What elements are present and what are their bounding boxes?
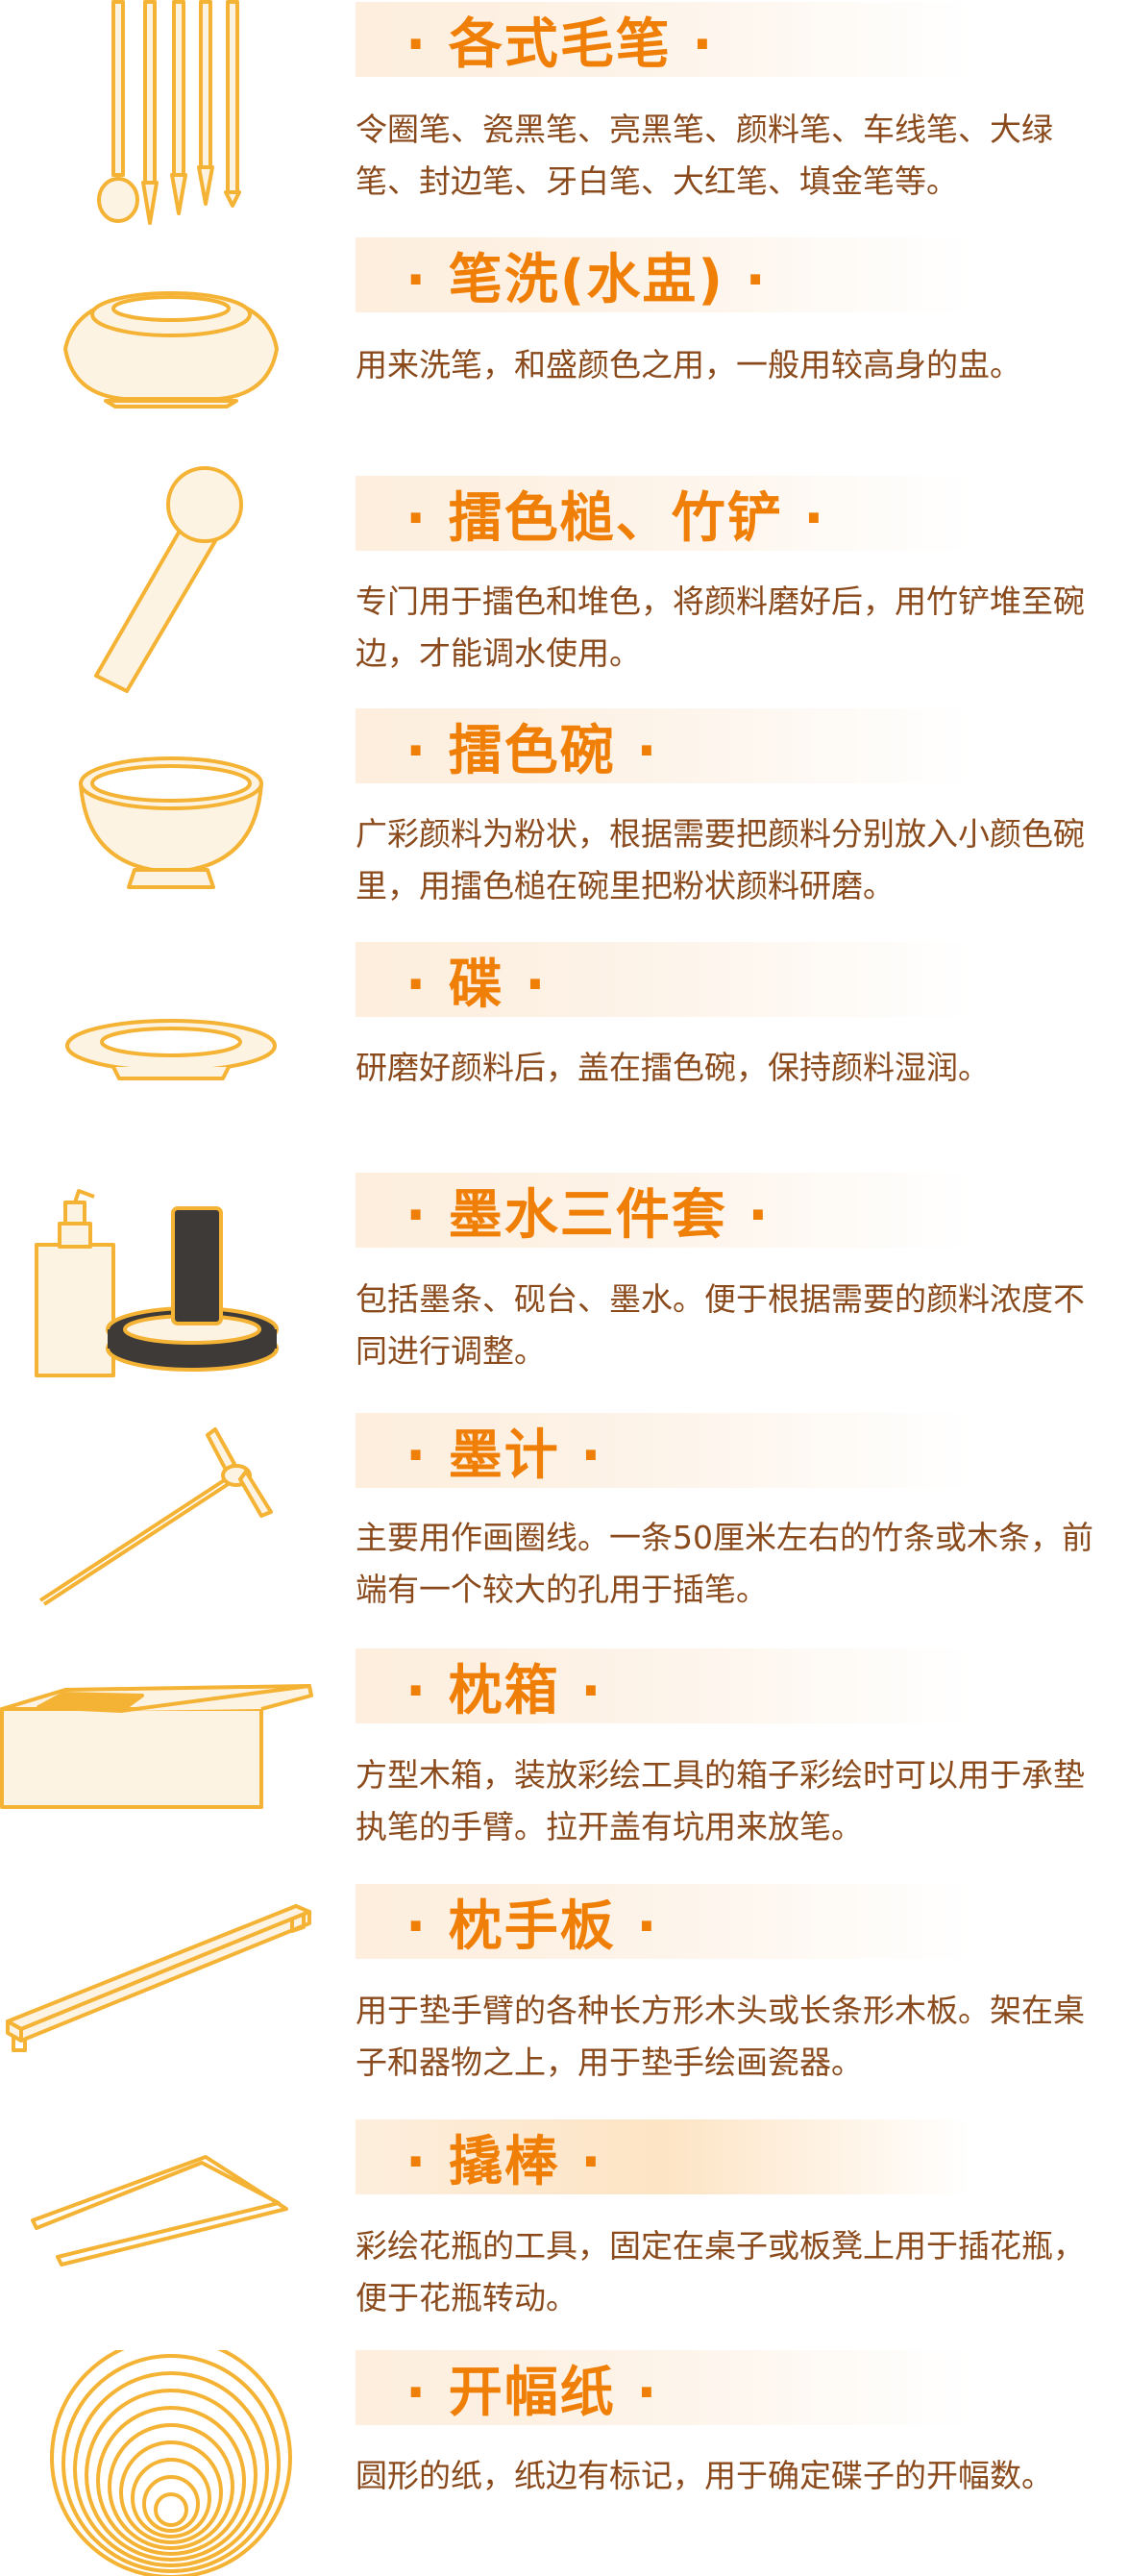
item-title: · 擂色槌、竹铲 · xyxy=(405,486,826,550)
item-description: 彩绘花瓶的工具，固定在桌子或板凳上用于插花瓶，便于花瓶转动。 xyxy=(356,2227,1085,2316)
tool-item-ink-set: · 墨水三件套 · 包括墨条、砚台、墨水。便于根据需要的颜料浓度不同进行调整。 xyxy=(0,1168,1129,1408)
item-title: · 墨水三件套 · xyxy=(405,1183,771,1247)
title-bar: · 墨水三件套 · xyxy=(356,1173,970,1248)
title-bar: · 擂色槌、竹铲 · xyxy=(356,476,970,551)
paper-circles-icon xyxy=(50,2350,292,2576)
item-title: · 碟 · xyxy=(405,953,548,1016)
arm-rest-board-icon xyxy=(6,1904,311,2052)
item-description: 令圈笔、瓷黑笔、亮黑笔、颜料笔、车线笔、大绿笔、封边笔、牙白笔、大红笔、填金笔等… xyxy=(356,111,1053,200)
title-bar: · 枕手板 · xyxy=(356,1884,970,1959)
item-title: · 枕箱 · xyxy=(405,1659,603,1722)
item-title: · 墨计 · xyxy=(405,1424,603,1487)
title-bar: · 枕箱 · xyxy=(356,1648,970,1723)
title-bar: · 墨计 · xyxy=(356,1413,970,1488)
item-description: 圆形的纸，纸边有标记，用于确定碟子的开幅数。 xyxy=(356,2457,1053,2494)
item-title: · 各式毛笔 · xyxy=(405,12,715,76)
item-title: · 开幅纸 · xyxy=(405,2361,659,2424)
tool-item-arm-rest-board: · 枕手板 · 用于垫手臂的各种长方形木头或长条形木板。架在桌子和器物之上，用于… xyxy=(0,1879,1129,2115)
dish-icon xyxy=(65,1019,277,1080)
tool-item-brush-washer: · 笔洗(水盅) · 用来洗笔，和盛颜色之用，一般用较高身的盅。 xyxy=(0,235,1129,457)
item-description: 用于垫手臂的各种长方形木头或长条形木板。架在桌子和器物之上，用于垫手绘画瓷器。 xyxy=(356,1992,1085,2081)
wooden-box-icon xyxy=(0,1684,313,1809)
title-bar: · 撬棒 · xyxy=(356,2119,970,2194)
item-description: 研磨好颜料后，盖在擂色碗，保持颜料湿润。 xyxy=(356,1049,990,1086)
tool-item-dish: · 碟 · 研磨好颜料后，盖在擂色碗，保持颜料湿润。 xyxy=(0,932,1129,1168)
item-title: · 笔洗(水盅) · xyxy=(405,248,768,311)
item-description: 方型木箱，装放彩绘工具的箱子彩绘时可以用于承垫执笔的手臂。拉开盖有坑用来放笔。 xyxy=(356,1756,1085,1845)
brush-set-icon xyxy=(97,0,241,225)
tool-item-dividing-paper: · 开幅纸 · 圆形的纸，纸边有标记，用于确定碟子的开幅数。 xyxy=(0,2350,1129,2576)
grinding-bowl-icon xyxy=(79,756,263,889)
item-description: 用来洗笔，和盛颜色之用，一般用较高身的盅。 xyxy=(356,346,1021,384)
item-title: · 撬棒 · xyxy=(405,2130,603,2193)
title-bar: · 笔洗(水盅) · xyxy=(356,237,970,312)
ink-set-icon xyxy=(35,1189,279,1377)
item-title: · 枕手板 · xyxy=(405,1895,659,1958)
item-title: · 擂色碗 · xyxy=(405,719,659,782)
item-description: 广彩颜料为粉状，根据需要把颜料分别放入小颜色碗里，用擂色槌在碗里把粉状颜料研磨。 xyxy=(356,815,1085,904)
tool-item-pry-bar: · 撬棒 · 彩绘花瓶的工具，固定在桌子或板凳上用于插花瓶，便于花瓶转动。 xyxy=(0,2115,1129,2350)
tool-item-compass-stick: · 墨计 · 主要用作画圈线。一条50厘米左右的竹条或木条，前端有一个较大的孔用… xyxy=(0,1408,1129,1644)
title-bar: · 开幅纸 · xyxy=(356,2350,970,2425)
pry-bar-icon xyxy=(31,2155,288,2266)
tool-item-brushes: · 各式毛笔 · 令圈笔、瓷黑笔、亮黑笔、颜料笔、车线笔、大绿笔、封边笔、牙白笔… xyxy=(0,0,1129,235)
title-bar: · 碟 · xyxy=(356,942,970,1017)
tool-item-pestle: · 擂色槌、竹铲 · 专门用于擂色和堆色，将颜料磨好后，用竹铲堆至碗边，才能调水… xyxy=(0,457,1129,697)
pestle-icon xyxy=(94,466,243,693)
title-bar: · 各式毛笔 · xyxy=(356,2,970,77)
tool-item-grinding-bowl: · 擂色碗 · 广彩颜料为粉状，根据需要把颜料分别放入小颜色碗里，用擂色槌在碗里… xyxy=(0,697,1129,932)
item-description: 主要用作画圈线。一条50厘米左右的竹条或木条，前端有一个较大的孔用于插笔。 xyxy=(356,1519,1093,1608)
compass-stick-icon xyxy=(38,1427,273,1606)
item-description: 包括墨条、砚台、墨水。便于根据需要的颜料浓度不同进行调整。 xyxy=(356,1280,1085,1370)
tool-item-pillow-box: · 枕箱 · 方型木箱，装放彩绘工具的箱子彩绘时可以用于承垫执笔的手臂。拉开盖有… xyxy=(0,1644,1129,1879)
title-bar: · 擂色碗 · xyxy=(356,708,970,783)
item-description: 专门用于擂色和堆色，将颜料磨好后，用竹铲堆至碗边，才能调水使用。 xyxy=(356,582,1085,672)
brush-washer-icon xyxy=(63,291,279,409)
